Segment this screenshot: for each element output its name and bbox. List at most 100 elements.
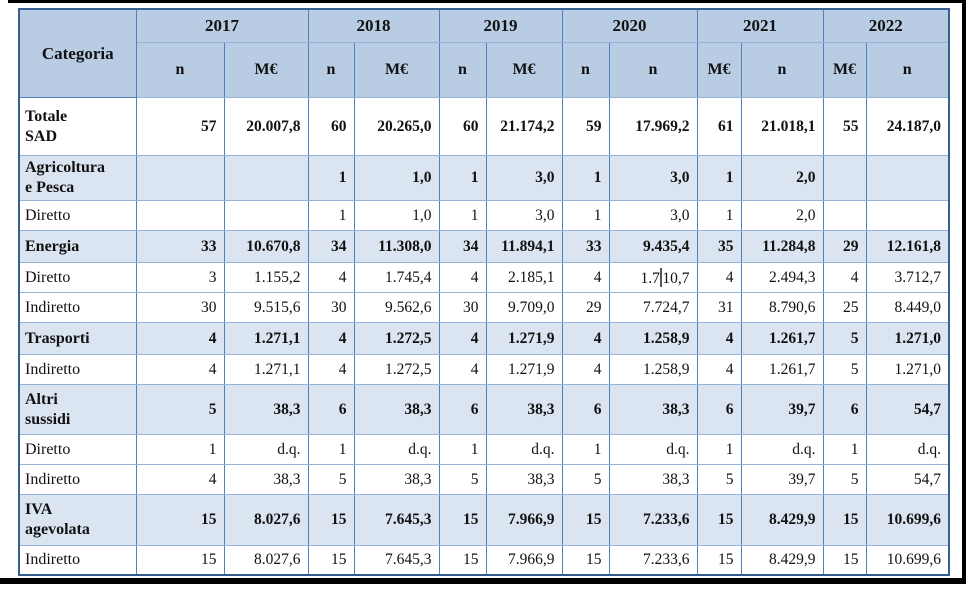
table-cell[interactable]: 20.007,8 — [223, 97, 309, 156]
table-cell[interactable]: 15 — [307, 545, 355, 575]
table-cell[interactable]: 1 — [561, 434, 610, 465]
year-header-2020[interactable]: 2020 — [561, 8, 698, 43]
table-cell[interactable]: 5 — [822, 322, 867, 355]
table-cell[interactable]: 4 — [135, 354, 225, 385]
table-cell[interactable]: 9.515,6 — [223, 292, 309, 323]
table-cell[interactable]: 8.027,6 — [223, 545, 309, 575]
table-cell[interactable]: 21.018,1 — [740, 97, 824, 156]
table-cell[interactable]: 7.233,6 — [608, 494, 698, 546]
table-cell[interactable]: 38,3 — [608, 384, 698, 435]
table-cell[interactable]: 3,0 — [485, 200, 563, 231]
table-cell[interactable]: 8.429,9 — [740, 494, 824, 546]
table-cell[interactable]: d.q. — [485, 434, 563, 465]
table-cell[interactable]: 5 — [438, 464, 487, 495]
table-cell[interactable]: 1 — [561, 200, 610, 231]
table-cell[interactable]: 6 — [438, 384, 487, 435]
table-cell[interactable]: 38,3 — [353, 384, 440, 435]
table-cell[interactable]: 4 — [696, 354, 742, 385]
table-cell[interactable]: 6 — [561, 384, 610, 435]
table-cell[interactable]: 1 — [307, 200, 355, 231]
table-cell[interactable]: 5 — [822, 354, 867, 385]
table-cell[interactable]: 15 — [135, 494, 225, 546]
table-cell[interactable]: 1.272,5 — [353, 322, 440, 355]
table-cell[interactable]: d.q. — [865, 434, 950, 465]
table-cell[interactable]: 4 — [561, 354, 610, 385]
subcol-header-5-meur[interactable]: M€ — [485, 42, 563, 98]
table-cell[interactable]: 1 — [696, 155, 742, 201]
table-cell[interactable]: 24.187,0 — [865, 97, 950, 156]
table-cell[interactable]: 7.724,7 — [608, 292, 698, 323]
table-cell[interactable]: 1.271,0 — [865, 322, 950, 355]
table-cell[interactable]: 3,0 — [485, 155, 563, 201]
table-cell[interactable]: 1 — [696, 200, 742, 231]
table-cell[interactable]: 1,0 — [353, 155, 440, 201]
table-cell[interactable]: 2,0 — [740, 200, 824, 231]
table-cell[interactable]: 11.894,1 — [485, 230, 563, 263]
table-cell[interactable]: d.q. — [223, 434, 309, 465]
table-cell[interactable]: 29 — [561, 292, 610, 323]
table-cell[interactable]: 55 — [822, 97, 867, 156]
table-cell[interactable]: 38,3 — [608, 464, 698, 495]
row-label[interactable]: IVA agevolata — [18, 494, 137, 546]
table-cell[interactable]: 1 — [307, 155, 355, 201]
row-label[interactable]: Indiretto — [18, 545, 137, 575]
table-cell[interactable]: 34 — [438, 230, 487, 263]
table-cell[interactable]: 8.449,0 — [865, 292, 950, 323]
table-cell[interactable]: 25 — [822, 292, 867, 323]
table-cell[interactable]: 1.271,1 — [223, 354, 309, 385]
table-cell[interactable]: 30 — [135, 292, 225, 323]
table-cell[interactable]: 1 — [438, 155, 487, 201]
row-label[interactable]: Indiretto — [18, 292, 137, 323]
table-cell[interactable]: 21.174,2 — [485, 97, 563, 156]
table-cell[interactable]: 7.645,3 — [353, 494, 440, 546]
table-cell[interactable]: 4 — [135, 464, 225, 495]
table-cell[interactable]: 1.258,9 — [608, 354, 698, 385]
table-cell[interactable]: 15 — [822, 494, 867, 546]
row-label[interactable]: Indiretto — [18, 354, 137, 385]
table-cell[interactable]: 12.161,8 — [865, 230, 950, 263]
table-cell[interactable] — [135, 200, 225, 231]
subcol-header-8-meur[interactable]: M€ — [696, 42, 742, 98]
table-cell[interactable]: 9.562,6 — [353, 292, 440, 323]
year-header-2018[interactable]: 2018 — [307, 8, 440, 43]
table-cell[interactable]: 3,0 — [608, 155, 698, 201]
subcol-header-1-meur[interactable]: M€ — [223, 42, 309, 98]
table-cell[interactable]: 1 — [438, 200, 487, 231]
row-label[interactable]: Agricoltura e Pesca — [18, 155, 137, 201]
table-cell[interactable]: 29 — [822, 230, 867, 263]
table-cell[interactable]: 54,7 — [865, 384, 950, 435]
table-cell[interactable]: 1,0 — [353, 200, 440, 231]
table-cell[interactable]: 1 — [307, 434, 355, 465]
table-cell[interactable]: 4 — [307, 322, 355, 355]
table-cell[interactable]: 3,0 — [608, 200, 698, 231]
row-label[interactable]: Altri sussidi — [18, 384, 137, 435]
table-cell[interactable]: 38,3 — [223, 384, 309, 435]
table-cell[interactable] — [822, 155, 867, 201]
table-cell[interactable]: 1.271,9 — [485, 354, 563, 385]
subcol-header-2-n[interactable]: n — [307, 42, 355, 98]
table-cell[interactable]: 5 — [135, 384, 225, 435]
table-cell[interactable]: 10.699,6 — [865, 494, 950, 546]
subcol-header-11-n[interactable]: n — [865, 42, 950, 98]
table-cell[interactable]: 7.966,9 — [485, 494, 563, 546]
row-label[interactable]: Totale SAD — [18, 97, 137, 156]
table-cell[interactable]: 4 — [438, 354, 487, 385]
table-cell[interactable]: 10.670,8 — [223, 230, 309, 263]
table-cell[interactable]: 33 — [135, 230, 225, 263]
table-cell[interactable]: 54,7 — [865, 464, 950, 495]
table-cell[interactable]: 9.435,4 — [608, 230, 698, 263]
table-cell[interactable]: 39,7 — [740, 464, 824, 495]
subcol-header-4-n[interactable]: n — [438, 42, 487, 98]
table-cell[interactable]: 7.966,9 — [485, 545, 563, 575]
table-cell[interactable]: 30 — [438, 292, 487, 323]
table-cell[interactable]: 15 — [696, 545, 742, 575]
table-cell[interactable]: 5 — [696, 464, 742, 495]
table-cell[interactable]: 1.271,0 — [865, 354, 950, 385]
table-cell[interactable]: 15 — [438, 545, 487, 575]
table-cell[interactable]: 59 — [561, 97, 610, 156]
table-cell[interactable]: 1.271,1 — [223, 322, 309, 355]
table-cell[interactable]: 3 — [135, 262, 225, 293]
table-cell[interactable]: 3.712,7 — [865, 262, 950, 293]
table-cell[interactable]: 38,3 — [223, 464, 309, 495]
table-cell[interactable] — [223, 155, 309, 201]
